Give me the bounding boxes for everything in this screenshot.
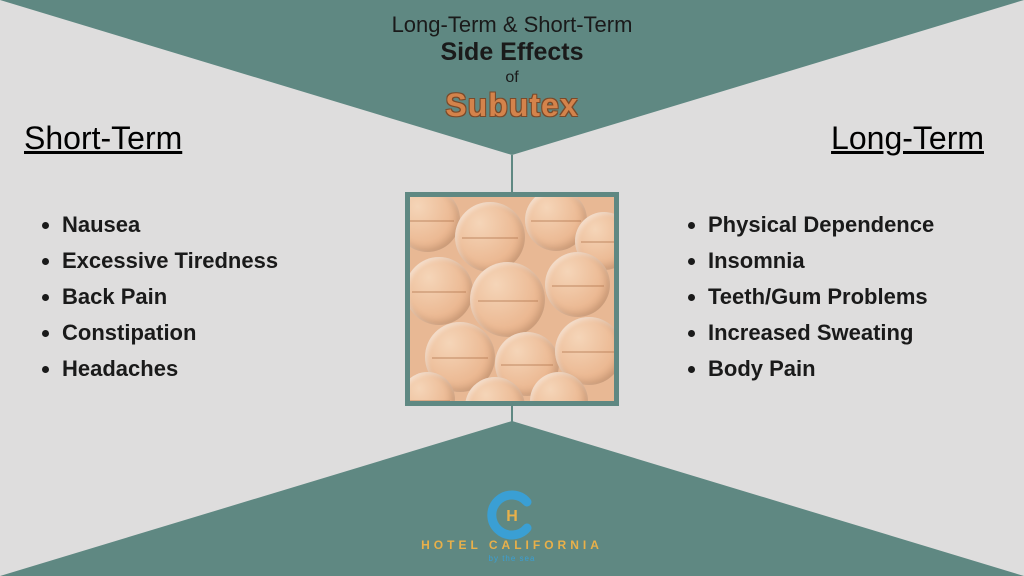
short-term-heading: Short-Term: [24, 120, 384, 157]
list-item: Nausea: [62, 212, 384, 238]
footer-brand: HOTEL CALIFORNIA: [421, 538, 603, 552]
footer-tagline: by the sea: [421, 554, 603, 563]
short-term-list: Nausea Excessive Tiredness Back Pain Con…: [24, 212, 384, 382]
list-item: Physical Dependence: [708, 212, 1000, 238]
brand-name: Subutex: [0, 87, 1024, 124]
list-item: Insomnia: [708, 248, 1000, 274]
list-item: Constipation: [62, 320, 384, 346]
footer: H HOTEL CALIFORNIA by the sea: [0, 490, 1024, 566]
right-column: Long-Term Physical Dependence Insomnia T…: [670, 120, 1000, 392]
center-image: [405, 192, 619, 406]
logo-icon: H: [487, 490, 537, 540]
long-term-list: Physical Dependence Insomnia Teeth/Gum P…: [670, 212, 1000, 382]
list-item: Teeth/Gum Problems: [708, 284, 1000, 310]
header-line1: Long-Term & Short-Term: [0, 12, 1024, 38]
header-line2: Side Effects: [0, 38, 1024, 67]
long-term-heading: Long-Term: [670, 120, 1000, 157]
header: Long-Term & Short-Term Side Effects of S…: [0, 12, 1024, 124]
list-item: Body Pain: [708, 356, 1000, 382]
logo: H HOTEL CALIFORNIA by the sea: [421, 490, 603, 563]
connector-line-bottom: [511, 406, 513, 431]
header-line3: of: [0, 69, 1024, 87]
left-column: Short-Term Nausea Excessive Tiredness Ba…: [24, 120, 384, 392]
pills-illustration: [410, 197, 614, 401]
connector-line-top: [511, 155, 513, 192]
list-item: Back Pain: [62, 284, 384, 310]
list-item: Excessive Tiredness: [62, 248, 384, 274]
list-item: Headaches: [62, 356, 384, 382]
list-item: Increased Sweating: [708, 320, 1000, 346]
svg-text:H: H: [506, 508, 518, 525]
